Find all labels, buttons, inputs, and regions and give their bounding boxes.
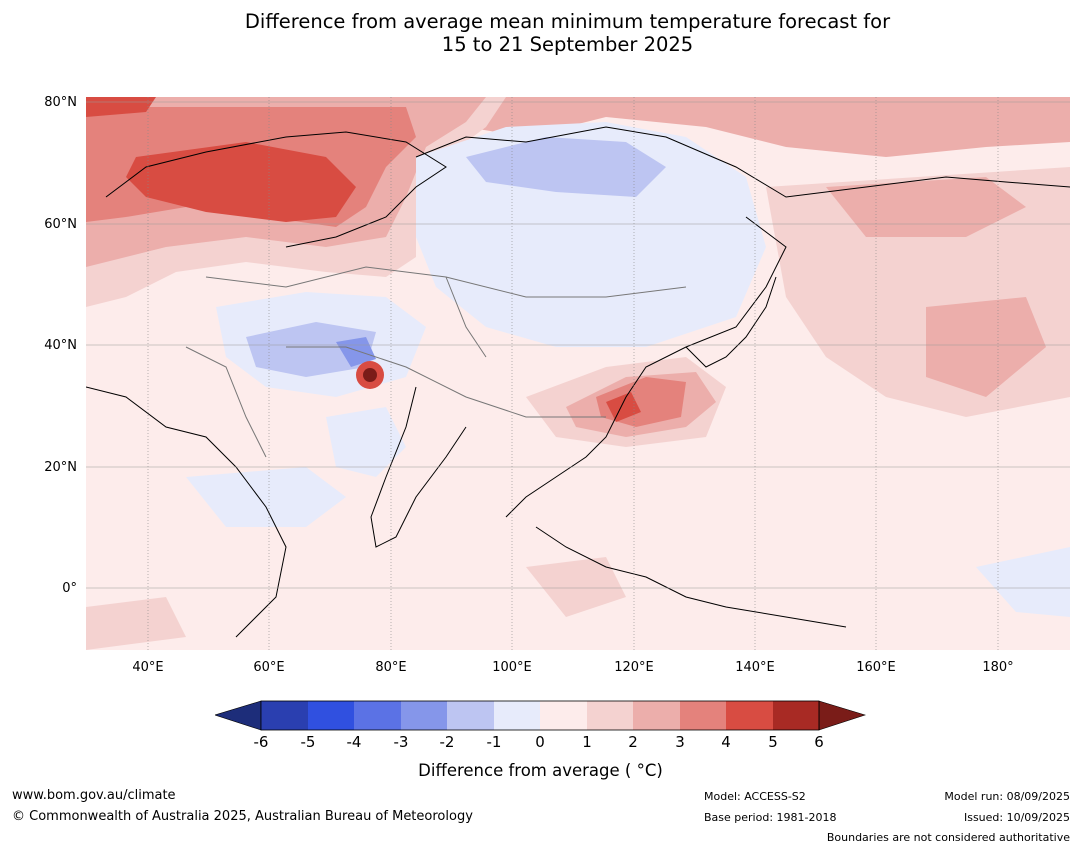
website-link[interactable]: www.bom.gov.au/climate <box>12 788 176 803</box>
pacific-plus2 <box>926 297 1046 397</box>
lon-label-120e: 120°E <box>614 660 654 675</box>
colorbar-bin-minus6 <box>261 701 308 730</box>
colorbar-bin-minus2 <box>447 701 494 730</box>
coastlines <box>86 126 1070 638</box>
colorbar-bin-0 <box>540 701 587 730</box>
lat-label-40n: 40°N <box>44 338 77 353</box>
colorbar-bin-3 <box>680 701 726 730</box>
east-china-plus4 <box>606 392 641 422</box>
colorbar-outline <box>260 700 820 731</box>
siberia-cold-minus1 <box>466 137 666 197</box>
colorbar-tick: 6 <box>814 733 824 751</box>
lat-label-20n: 20°N <box>44 460 77 475</box>
maritime-continent-plus1 <box>526 557 626 617</box>
title-line-2: 15 to 21 September 2025 <box>441 33 694 56</box>
colorbar-bin-1 <box>587 701 633 730</box>
colorbar-bin-2 <box>633 701 680 730</box>
lon-label-40e: 40°E <box>132 660 164 675</box>
colorbar-tick: -6 <box>253 733 269 751</box>
model-name: Model: ACCESS-S2 <box>704 790 806 803</box>
country-borders <box>185 266 687 458</box>
arabian-sea-zero <box>186 467 346 527</box>
india-zero <box>326 407 406 477</box>
colorbar-bin-minus4 <box>354 701 401 730</box>
colorbar-tick: -4 <box>346 733 362 751</box>
colorbar <box>214 700 867 736</box>
temperature-anomaly-map <box>86 97 1070 650</box>
colorbar-tick: 2 <box>628 733 638 751</box>
colorbar-svg <box>214 700 866 731</box>
title-line-1: Difference from average mean minimum tem… <box>244 10 891 33</box>
map-svg <box>86 97 1070 650</box>
lat-label-0: 0° <box>62 581 77 596</box>
southwest-plus1 <box>86 597 186 650</box>
map-title: Difference from average mean minimum tem… <box>0 10 1081 56</box>
base-period: Base period: 1981-2018 <box>704 811 837 824</box>
colorbar-tick: 1 <box>582 733 592 751</box>
colorbar-extend-high <box>818 700 866 731</box>
west-russia-plus4 <box>126 142 356 222</box>
copyright-text: © Commonwealth of Australia 2025, Austra… <box>12 809 473 824</box>
colorbar-bin-4 <box>726 701 773 730</box>
lon-label-100e: 100°E <box>492 660 532 675</box>
equatorial-pacific-zero <box>976 547 1070 617</box>
lon-label-60e: 60°E <box>253 660 285 675</box>
arctic-warm-band <box>86 97 1070 157</box>
tibet-plus6 <box>363 368 377 382</box>
colorbar-tick: -5 <box>300 733 316 751</box>
colorbar-tick: -2 <box>439 733 455 751</box>
colorbar-tick: 0 <box>535 733 545 751</box>
colorbar-bin-minus3 <box>401 701 447 730</box>
model-run-date: Model run: 08/09/2025 <box>944 790 1070 803</box>
colorbar-tick: 3 <box>675 733 685 751</box>
colorbar-bin-5 <box>773 701 819 730</box>
longitude-gridlines <box>147 97 999 650</box>
central-asia-minus1 <box>246 322 376 377</box>
central-asia-minus2 <box>336 337 376 367</box>
colorbar-label: Difference from average ( °C) <box>418 761 663 780</box>
lat-label-60n: 60°N <box>44 217 77 232</box>
lon-label-180: 180° <box>982 660 1014 675</box>
colorbar-extend-low <box>214 700 262 731</box>
latitude-gridlines <box>86 101 1070 589</box>
colorbar-tick: -1 <box>486 733 502 751</box>
lat-label-80n: 80°N <box>44 95 77 110</box>
northwest-pacific-plus2 <box>826 177 1026 237</box>
lon-label-80e: 80°E <box>375 660 407 675</box>
lon-label-140e: 140°E <box>735 660 775 675</box>
colorbar-tick: -3 <box>393 733 409 751</box>
boundaries-disclaimer: Boundaries are not considered authoritat… <box>826 831 1070 844</box>
colorbar-bin-minus1 <box>494 701 540 730</box>
issued-date: Issued: 10/09/2025 <box>963 811 1070 824</box>
lon-label-160e: 160°E <box>856 660 896 675</box>
colorbar-tick: 5 <box>768 733 778 751</box>
colorbar-bin-minus5 <box>308 701 354 730</box>
colorbar-tick: 4 <box>721 733 731 751</box>
